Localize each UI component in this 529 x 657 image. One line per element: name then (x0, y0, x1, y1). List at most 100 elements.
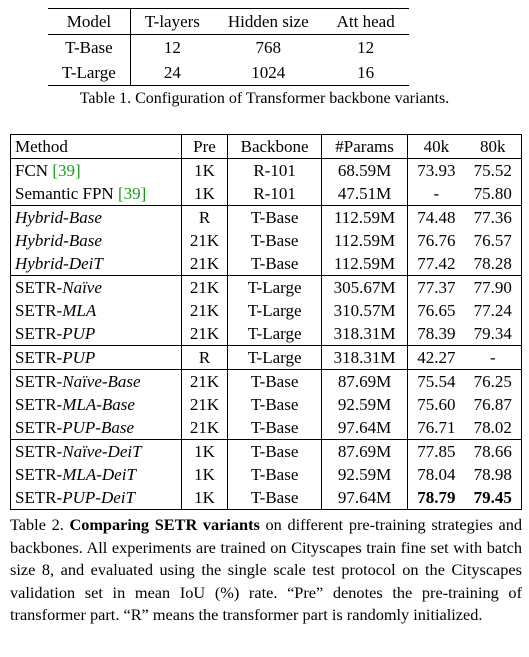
table-row: T-Large 24 1024 16 (48, 60, 409, 86)
table-row: SETR-MLA-Base 21K T-Base 92.59M 75.60 76.87 (10, 393, 522, 416)
method-cell: Hybrid-Base (10, 205, 182, 229)
table-cell: T-Large (48, 60, 131, 86)
table-cell: 68.59M (321, 158, 409, 182)
caption-text: Comparing SETR variants (69, 515, 260, 534)
table-row: SETR-MLA 21K T-Large 310.57M 76.65 77.24 (10, 299, 522, 322)
table-cell: 75.80 (473, 183, 512, 203)
method-cell: SETR-MLA-Base (10, 393, 182, 416)
table-cell: 78.02 (473, 417, 512, 437)
table-cell: 1K (181, 439, 229, 463)
table-cell: 73.93 (407, 158, 465, 182)
table-cell: 47.51M (321, 182, 409, 206)
method-cell: SETR-Naïve-DeiT (10, 439, 182, 463)
method-cell: SETR-PUP-Base (10, 416, 182, 440)
method-text: SETR- (15, 371, 63, 391)
table-cell: T-Base (227, 486, 322, 510)
table-cell: R (181, 345, 229, 370)
table-caption: Table 1. Configuration of Transformer ba… (79, 90, 450, 107)
citation: [39] (117, 183, 147, 203)
method-text: SETR- (15, 277, 63, 297)
table-cell: 75.52 (464, 158, 522, 182)
table-cell: 97.64M (321, 416, 409, 440)
header-cell: Pre (181, 134, 229, 159)
table-row: SETR-Naïve-DeiT 1K T-Base 87.69M 77.85 78.66 (10, 439, 522, 463)
method-text: SETR- (15, 487, 63, 507)
method-cell: Hybrid-Base (10, 229, 182, 252)
method-text: PUP-Base (62, 417, 134, 437)
header-row: Model T-layers Hidden size Att head (48, 8, 409, 35)
comparison-table: Method Pre Backbone #Params 40k 80k FCN [39] 1K… (10, 134, 522, 510)
table-row: Hybrid-Base 21K T-Base 112.59M 76.76 76.57 (10, 229, 522, 252)
table-cell: T-Base (227, 416, 322, 440)
method-cell: SETR-PUP-DeiT (10, 486, 182, 510)
header-cell: Att head (322, 8, 409, 35)
table-cell: T-Base (227, 229, 322, 252)
method-text: Semantic FPN (15, 183, 118, 203)
method-text: PUP-DeiT (62, 487, 135, 507)
table-row: SETR-PUP 21K T-Large 318.31M 78.39 79.34 (10, 322, 522, 346)
table-row: Hybrid-DeiT 21K T-Base 112.59M 77.42 78.28 (10, 252, 522, 276)
table-cell: 1024 (251, 62, 286, 82)
table-cell: T-Large (227, 322, 322, 346)
table-cell: T-Base (227, 252, 322, 276)
table-cell: T-Base (227, 369, 322, 393)
table-cell: 1K (181, 486, 229, 510)
table-cell: 12 (163, 37, 181, 57)
method-text: PUP (62, 347, 96, 367)
header-cell: Model (48, 8, 131, 35)
method-text: MLA-DeiT (62, 464, 136, 484)
table-cell: 77.37 (407, 275, 465, 299)
method-text: Naïve-DeiT (62, 441, 142, 461)
config-table: Model T-layers Hidden size Att head T-Base 12… (48, 8, 409, 86)
caption-text: on different pre-training strategies and… (10, 515, 522, 624)
table-cell: T-Base (227, 393, 322, 416)
table-cell: 87.69M (321, 439, 409, 463)
method-text: SETR- (15, 441, 63, 461)
header-cell: Method (10, 134, 182, 159)
header-cell: #Params (321, 134, 409, 159)
method-text: SETR- (15, 347, 63, 367)
table-cell: 77.90 (464, 275, 522, 299)
method-text: SETR- (15, 394, 63, 414)
table-row: SETR-Naïve 21K T-Large 305.67M 77.37 77.90 (10, 275, 522, 299)
table-cell: 24 (163, 62, 181, 82)
header-cell: T-layers (130, 8, 214, 35)
header-cell: Backbone (227, 134, 322, 159)
table-cell: 76.71 (417, 417, 456, 437)
table-cell: 97.64M (321, 486, 409, 510)
header-row: Method Pre Backbone #Params 40k 80k (10, 134, 522, 159)
method-cell: SETR-MLA (10, 299, 182, 322)
table-cell: 78.39 (417, 323, 456, 343)
method-text: Hybrid-Base (15, 230, 102, 250)
table-cell: 92.59M (321, 463, 409, 486)
table-cell: T-Base (227, 463, 322, 486)
table-cell: 21K (181, 229, 229, 252)
method-cell: SETR-MLA-DeiT (10, 463, 182, 486)
table-cell: 42.27 (407, 345, 465, 370)
table-cell: 76.87 (473, 394, 512, 414)
table-cell: 112.59M (321, 252, 409, 276)
table-cell: T-Base (227, 439, 322, 463)
table-cell: 21K (181, 369, 229, 393)
table-cell: 76.25 (464, 369, 522, 393)
table-cell: 21K (181, 393, 229, 416)
header-cell: 80k (480, 136, 506, 156)
table-cell: 112.59M (321, 229, 409, 252)
table-cell: R-101 (227, 182, 322, 206)
table-cell: 75.60 (417, 394, 456, 414)
method-cell: Semantic FPN [39] (10, 182, 182, 206)
table-row: SETR-PUP-Base 21K T-Base 97.64M 76.71 78.02 (10, 416, 522, 440)
method-text: PUP (62, 323, 96, 343)
method-cell: Hybrid-DeiT (10, 252, 182, 276)
table-cell: 74.48 (407, 205, 465, 229)
table-cell: 310.57M (321, 299, 409, 322)
table-cell: 21K (181, 252, 229, 276)
method-text: MLA (62, 300, 97, 320)
best-value: 78.79 (417, 487, 456, 507)
table-cell: - (433, 183, 440, 203)
table-cell: 76.76 (417, 230, 456, 250)
table-row: SETR-PUP R T-Large 318.31M 42.27- (10, 345, 522, 370)
method-cell: SETR-Naïve-Base (10, 369, 182, 393)
table-cell: 768 (255, 37, 282, 57)
